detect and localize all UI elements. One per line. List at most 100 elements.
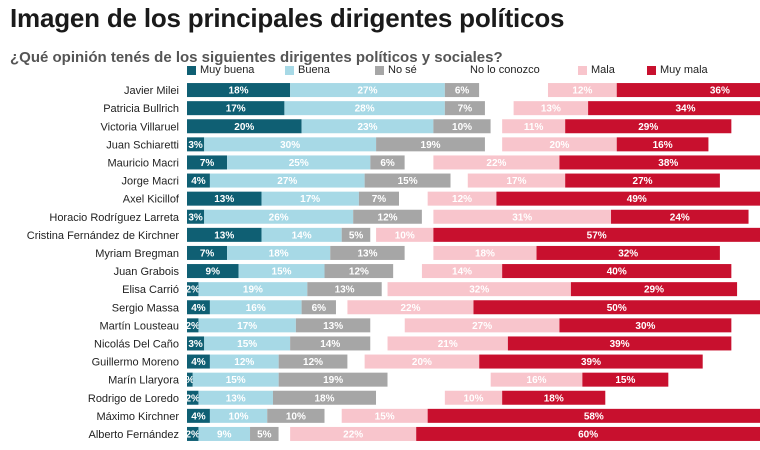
legend-item: Buena [285, 64, 330, 76]
bar-segment [307, 282, 382, 297]
data-label: 22% [343, 429, 363, 440]
category-label: Guillermo Moreno [92, 357, 179, 369]
data-label: 29% [638, 122, 658, 133]
data-label: 27% [357, 86, 377, 97]
data-label: 6% [455, 86, 470, 97]
data-label: 4% [191, 176, 206, 187]
category-label: Nicolás Del Caño [94, 338, 179, 350]
data-label: 19% [323, 375, 343, 386]
legend-swatch [285, 65, 294, 75]
legend-swatch [187, 65, 196, 75]
data-label: 7% [200, 158, 215, 169]
bar-segment [416, 426, 760, 441]
data-label: 32% [618, 248, 638, 259]
data-label: 16% [653, 140, 673, 151]
bar-segment [353, 209, 422, 224]
data-label: 39% [610, 339, 630, 350]
bar-segment [616, 83, 760, 98]
data-label: 15% [398, 176, 418, 187]
data-label: 28% [355, 104, 375, 115]
data-label: 15% [226, 375, 246, 386]
category-label: Juan Grabois [114, 266, 180, 278]
data-label: 2% [186, 321, 201, 332]
data-label: 17% [226, 104, 246, 115]
bar-segment [404, 155, 434, 170]
bar-segment [496, 191, 760, 206]
bar-segment [393, 264, 422, 279]
data-label: 2% [186, 285, 201, 296]
data-label: 14% [320, 339, 340, 350]
legend-label: Mala [591, 64, 615, 76]
legend-item: No sé [375, 64, 417, 76]
data-label: 5% [349, 230, 364, 241]
bar-segment [582, 372, 669, 387]
legend-swatch [647, 65, 656, 75]
bar-segment [209, 408, 268, 423]
bar-segment [490, 119, 503, 134]
bar-segment [370, 155, 405, 170]
legend-label: Buena [298, 64, 330, 76]
bar-segment [565, 173, 720, 188]
data-label: 39% [581, 357, 601, 368]
bar-segment [187, 155, 228, 170]
data-label: 26% [269, 212, 289, 223]
data-label: 7% [372, 194, 387, 205]
legend-label: No lo conozco [470, 64, 540, 76]
bar-segment [187, 191, 262, 206]
legend-label: Muy buena [200, 64, 255, 76]
bar-segment [187, 300, 210, 315]
data-label: 12% [452, 194, 472, 205]
bar-segment [588, 101, 760, 116]
data-label: 17% [300, 194, 320, 205]
bar-segment [370, 318, 405, 333]
bar-segment [387, 282, 571, 297]
data-label: 10% [395, 230, 415, 241]
bar-segment [187, 318, 199, 333]
data-label: 23% [357, 122, 377, 133]
data-label: 15% [615, 375, 635, 386]
bar-segment [187, 137, 205, 152]
bar-segment [502, 119, 566, 134]
bar-segment [295, 318, 371, 333]
bar-segment [187, 426, 199, 441]
category-label: Juan Schiaretti [106, 139, 179, 151]
category-label: Jorge Macri [122, 176, 179, 188]
category-label: Marín Llaryora [108, 375, 180, 387]
bar-segment [376, 390, 445, 405]
bar-segment [187, 227, 262, 242]
bar-segment [611, 209, 749, 224]
chart-subtitle: ¿Qué opinión tenés de los siguientes dir… [10, 49, 503, 66]
chart-title: Imagen de los principales dirigentes pol… [10, 3, 565, 33]
bar-segment [227, 155, 371, 170]
bar-segment [301, 119, 434, 134]
bar-segment [341, 408, 428, 423]
data-label: 50% [607, 303, 627, 314]
bar-segment [330, 245, 405, 260]
bar-segment [187, 282, 199, 297]
bar-segment [209, 300, 302, 315]
bar-segment [187, 336, 205, 351]
bar-segment [347, 300, 474, 315]
data-label: 30% [635, 321, 655, 332]
bar-segment [192, 372, 279, 387]
bar-segment [513, 101, 589, 116]
bar-segment [484, 101, 514, 116]
category-label: Alberto Fernández [89, 429, 180, 441]
bar-segment [341, 227, 371, 242]
category-label: Javier Milei [124, 85, 179, 97]
data-label: 21% [438, 339, 458, 350]
data-label: 20% [412, 357, 432, 368]
data-label: 9% [217, 429, 232, 440]
category-label: Mauricio Macri [107, 157, 179, 169]
data-label: % [185, 375, 194, 386]
bar-segment [502, 137, 617, 152]
data-label: 15% [237, 339, 257, 350]
bar-segment [187, 101, 285, 116]
data-label: 38% [658, 158, 678, 169]
data-label: 40% [607, 267, 627, 278]
bar-segment [272, 390, 377, 405]
data-label: 6% [380, 158, 395, 169]
data-label: 20% [549, 140, 569, 151]
bar-segment [404, 318, 560, 333]
data-label: 22% [486, 158, 506, 169]
